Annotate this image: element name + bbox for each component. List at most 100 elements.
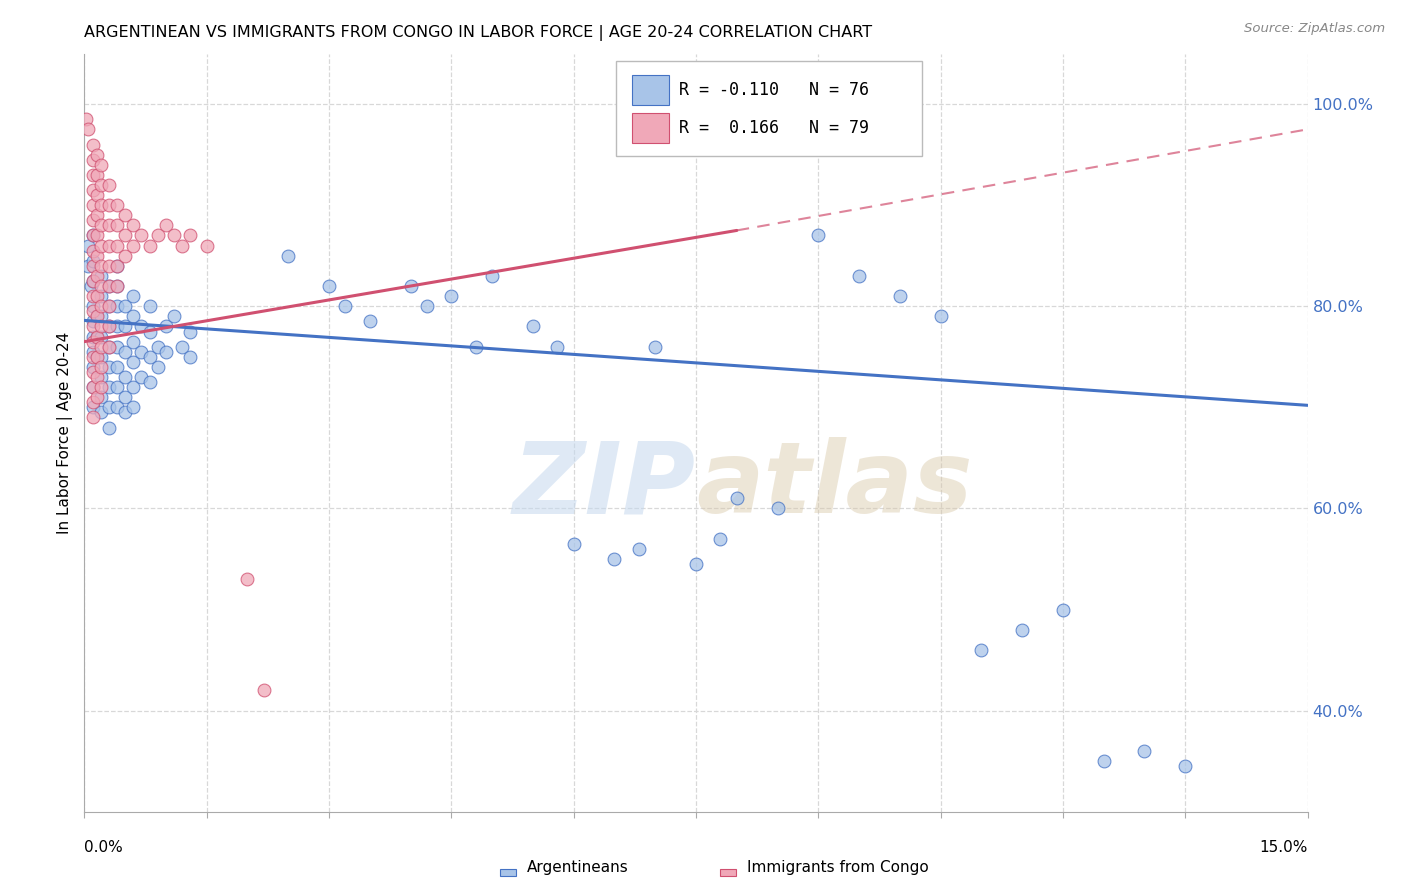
Point xyxy=(131,228,153,243)
Point xyxy=(82,401,104,415)
Point xyxy=(644,340,666,354)
Point xyxy=(97,401,120,415)
Point xyxy=(318,279,340,293)
FancyBboxPatch shape xyxy=(633,75,669,105)
Point xyxy=(90,268,112,283)
Point xyxy=(77,259,100,273)
Point xyxy=(90,219,112,233)
Point xyxy=(77,122,100,136)
Point xyxy=(82,380,104,394)
Point xyxy=(86,310,108,324)
Point xyxy=(138,325,160,339)
Point xyxy=(90,370,112,384)
Point xyxy=(90,340,112,354)
Text: R =  0.166   N = 79: R = 0.166 N = 79 xyxy=(679,119,869,136)
Point xyxy=(80,279,103,293)
Point xyxy=(146,359,169,374)
Point xyxy=(97,279,120,293)
Point xyxy=(77,238,100,252)
Point xyxy=(82,259,104,273)
Point xyxy=(97,178,120,192)
Point xyxy=(90,319,112,334)
Point xyxy=(86,370,108,384)
Text: Source: ZipAtlas.com: Source: ZipAtlas.com xyxy=(1244,22,1385,36)
Point xyxy=(86,310,108,324)
Point xyxy=(1011,623,1033,637)
Point xyxy=(97,340,120,354)
Point xyxy=(562,537,585,551)
Point xyxy=(603,552,626,566)
Point xyxy=(685,557,707,571)
Point xyxy=(82,153,104,167)
Point xyxy=(82,410,104,425)
Point xyxy=(82,380,104,394)
Point xyxy=(172,340,194,354)
Point xyxy=(82,344,104,359)
Point xyxy=(97,420,120,434)
Point xyxy=(138,238,160,252)
Point xyxy=(335,299,357,313)
Point xyxy=(481,268,503,283)
Point xyxy=(90,350,112,364)
Point xyxy=(90,359,112,374)
Point xyxy=(90,259,112,273)
Point xyxy=(97,238,120,252)
Point xyxy=(399,279,422,293)
Point xyxy=(440,289,463,303)
Point xyxy=(359,314,381,328)
Point xyxy=(522,319,544,334)
Point xyxy=(1092,754,1115,768)
Point xyxy=(105,259,128,273)
Point xyxy=(82,228,104,243)
Point xyxy=(86,329,108,343)
Point xyxy=(929,310,952,324)
Point xyxy=(105,319,128,334)
Point xyxy=(75,112,97,127)
Point xyxy=(97,380,120,394)
Point xyxy=(82,329,104,343)
Point xyxy=(766,501,789,516)
Point xyxy=(82,253,104,268)
Point xyxy=(163,310,186,324)
Point xyxy=(82,304,104,318)
Point xyxy=(82,168,104,182)
Point xyxy=(90,310,112,324)
Point xyxy=(122,355,145,369)
FancyBboxPatch shape xyxy=(616,62,922,156)
Point xyxy=(82,365,104,379)
Point xyxy=(90,158,112,172)
Point xyxy=(172,238,194,252)
Point xyxy=(105,340,128,354)
Point xyxy=(82,289,104,303)
Point xyxy=(105,380,128,394)
Point xyxy=(86,289,108,303)
Point xyxy=(82,314,104,328)
Text: atlas: atlas xyxy=(696,437,973,534)
Point xyxy=(179,325,201,339)
Point xyxy=(90,405,112,419)
Text: 0.0%: 0.0% xyxy=(84,840,124,855)
Point xyxy=(889,289,911,303)
Point xyxy=(114,405,136,419)
Point xyxy=(122,334,145,349)
Point xyxy=(807,228,830,243)
Point xyxy=(416,299,439,313)
Point xyxy=(82,183,104,197)
Point xyxy=(122,289,145,303)
Point xyxy=(86,228,108,243)
Point xyxy=(90,289,112,303)
Point xyxy=(195,238,218,252)
Point xyxy=(114,228,136,243)
Point xyxy=(277,249,299,263)
Point xyxy=(90,198,112,212)
Point xyxy=(163,228,186,243)
Point xyxy=(105,401,128,415)
Point xyxy=(114,344,136,359)
Point xyxy=(155,219,177,233)
Point xyxy=(105,238,128,252)
FancyBboxPatch shape xyxy=(633,112,669,143)
Point xyxy=(146,228,169,243)
Text: R = -0.110   N = 76: R = -0.110 N = 76 xyxy=(679,81,869,99)
Point xyxy=(1133,744,1156,758)
Point xyxy=(138,350,160,364)
